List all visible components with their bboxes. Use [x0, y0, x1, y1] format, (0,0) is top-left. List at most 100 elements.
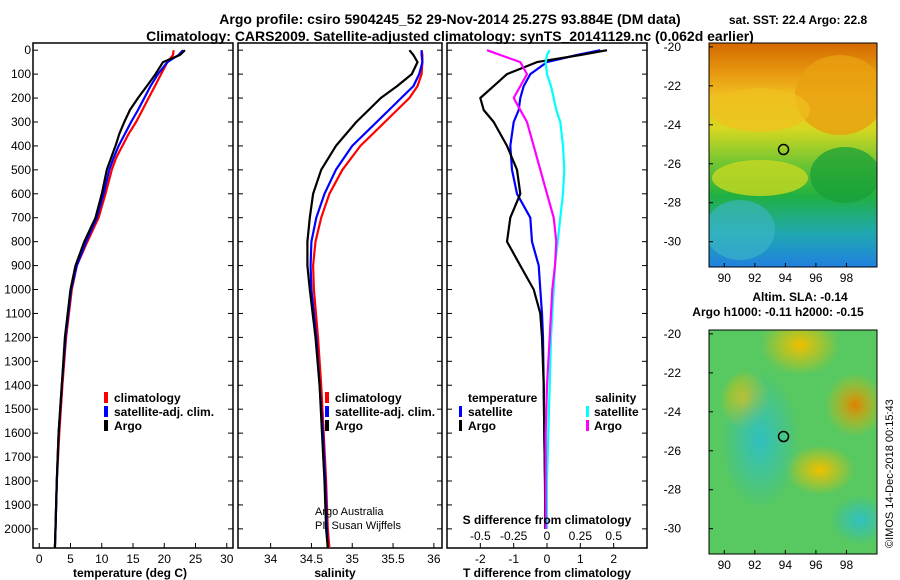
lon-tick-label: 94: [779, 558, 793, 572]
t-difference-xlabel: T difference from climatology: [463, 566, 631, 580]
sla-map-panel: Altim. SLA: -0.14 Argo h1000: -0.11 h200…: [664, 290, 878, 572]
x-tick-label: 5: [67, 552, 74, 566]
x-tick-label: 0: [544, 552, 551, 566]
legend-t-argo: Argo: [468, 419, 496, 433]
sla-low-southeast: [830, 495, 877, 545]
depth-tick-label: 600: [11, 187, 31, 201]
x-tick-label: 20: [158, 552, 172, 566]
temperature-legend: climatology satellite-adj. clim. Argo: [104, 391, 214, 433]
x-tick-label: 35.5: [381, 552, 405, 566]
depth-tick-label: 1000: [4, 283, 31, 297]
depth-tick-label: 800: [11, 235, 31, 249]
lat-tick-label: -22: [664, 79, 682, 93]
sst-warm-patch: [795, 55, 877, 135]
depth-tick-label: 1400: [4, 378, 31, 392]
credit-line2: PI: Susan Wijffels: [315, 520, 401, 532]
legend-s-satellite: satellite: [594, 405, 639, 419]
legend-swatch-t-argo: [459, 420, 462, 431]
legend-swatch-argo: [104, 420, 108, 431]
depth-tick-label: 400: [11, 139, 31, 153]
lon-tick-label: 96: [809, 558, 823, 572]
lon-tick-label: 98: [840, 271, 854, 285]
series-salinity-argo: [486, 49, 558, 529]
temperature-xlabel: temperature (deg C): [73, 566, 187, 580]
depth-tick-label: 1600: [4, 426, 31, 440]
sla-map-frame: [708, 329, 878, 555]
sst-yellowgreen-patch: [712, 160, 808, 196]
lat-tick-label: -30: [664, 235, 682, 249]
legend-t-satellite: satellite: [468, 405, 513, 419]
x-tick-label: 25: [189, 552, 203, 566]
difference-legend: temperature salinity satellite Argo sate…: [459, 391, 639, 433]
lat-tick-label: -22: [664, 366, 682, 380]
credit-line1: Argo Australia: [315, 506, 384, 518]
x-tick-label: 10: [95, 552, 109, 566]
depth-tick-label: 1100: [5, 306, 31, 320]
depth-tick-label: 100: [11, 67, 31, 81]
depth-tick-label: 200: [11, 91, 31, 105]
legend-climatology: climatology: [114, 391, 181, 405]
salinity-legend: climatology satellite-adj. clim. Argo: [325, 391, 435, 433]
difference-panel: -2 -1 0 1 2 -0.5 -0.25 0 0.25 0.5 S difference fr…: [446, 42, 648, 580]
depth-tick-label: 1200: [4, 330, 31, 344]
x-tick-label: 36: [427, 552, 441, 566]
lat-tick-label: -26: [664, 444, 682, 458]
legend-swatch-s-argo: [586, 420, 589, 431]
x-tick-label: 30: [220, 552, 234, 566]
lon-tick-label: 94: [779, 271, 793, 285]
depth-tick-label: 1300: [4, 354, 31, 368]
s-diff-tick-label: -0.25: [500, 529, 528, 543]
depth-tick-label: 1500: [4, 402, 31, 416]
series-climatology: [53, 50, 175, 549]
lon-tick-label: 96: [809, 271, 823, 285]
legend-swatch-s-satellite: [586, 406, 589, 417]
lat-tick-label: -20: [664, 327, 682, 341]
series-climatology: [312, 50, 424, 549]
lat-tick-label: -28: [664, 483, 682, 497]
depth-tick-label: 1700: [4, 450, 31, 464]
depth-tick-label: 1800: [4, 474, 31, 488]
x-tick-label: 34: [264, 552, 278, 566]
series-salinity-satellite: [544, 49, 566, 529]
x-tick-label: 34.5: [300, 552, 324, 566]
salinity-xlabel: salinity: [314, 566, 356, 580]
lat-tick-label: -30: [664, 522, 682, 536]
lat-tick-label: -24: [664, 118, 682, 132]
salinity-frame: [237, 42, 443, 549]
series-satellite-adj-clim-: [53, 49, 184, 549]
x-tick-label: 15: [126, 552, 140, 566]
salinity-panel: 34 34.5 35 35.5 36 salinity climatology sate…: [237, 42, 443, 580]
depth-tick-label: 2000: [4, 522, 31, 536]
s-diff-tick-label: 0: [544, 529, 551, 543]
sla-map-title: Altim. SLA: -0.14: [752, 290, 848, 304]
legend-climatology: climatology: [335, 391, 402, 405]
sst-green-patch: [810, 147, 877, 203]
x-tick-label: -2: [475, 552, 486, 566]
x-tick-label: 0: [36, 552, 43, 566]
legend-swatch-argo: [325, 420, 329, 431]
legend-swatch-climatology: [104, 392, 108, 403]
sst-map-title: sat. SST: 22.4 Argo: 22.8: [729, 13, 868, 27]
series-argo: [306, 49, 419, 549]
float-position-marker: [777, 430, 790, 443]
legend-satellite: satellite-adj. clim.: [114, 405, 214, 419]
depth-tick-label: 500: [11, 163, 31, 177]
sst-cyan-patch: [709, 200, 775, 260]
lat-tick-label: -20: [664, 40, 682, 54]
lon-tick-label: 92: [748, 271, 762, 285]
legend-swatch-satellite: [104, 406, 108, 417]
sla-high-south: [785, 445, 855, 495]
series-argo: [53, 49, 186, 549]
x-tick-label: 1: [577, 552, 584, 566]
x-tick-label: 35: [346, 552, 360, 566]
sla-low-centre: [720, 370, 800, 510]
depth-tick-label: 900: [11, 259, 31, 273]
lat-tick-label: -26: [664, 157, 682, 171]
sst-map-frame: [708, 42, 878, 268]
s-diff-tick-label: 0.25: [569, 529, 593, 543]
sst-map-panel: sat. SST: 22.4 Argo: 22.8 90 92 94 96 98 -20 -…: [664, 13, 878, 285]
legend-argo: Argo: [335, 419, 363, 433]
lat-tick-label: -24: [664, 405, 682, 419]
depth-tick-label: 300: [11, 115, 31, 129]
